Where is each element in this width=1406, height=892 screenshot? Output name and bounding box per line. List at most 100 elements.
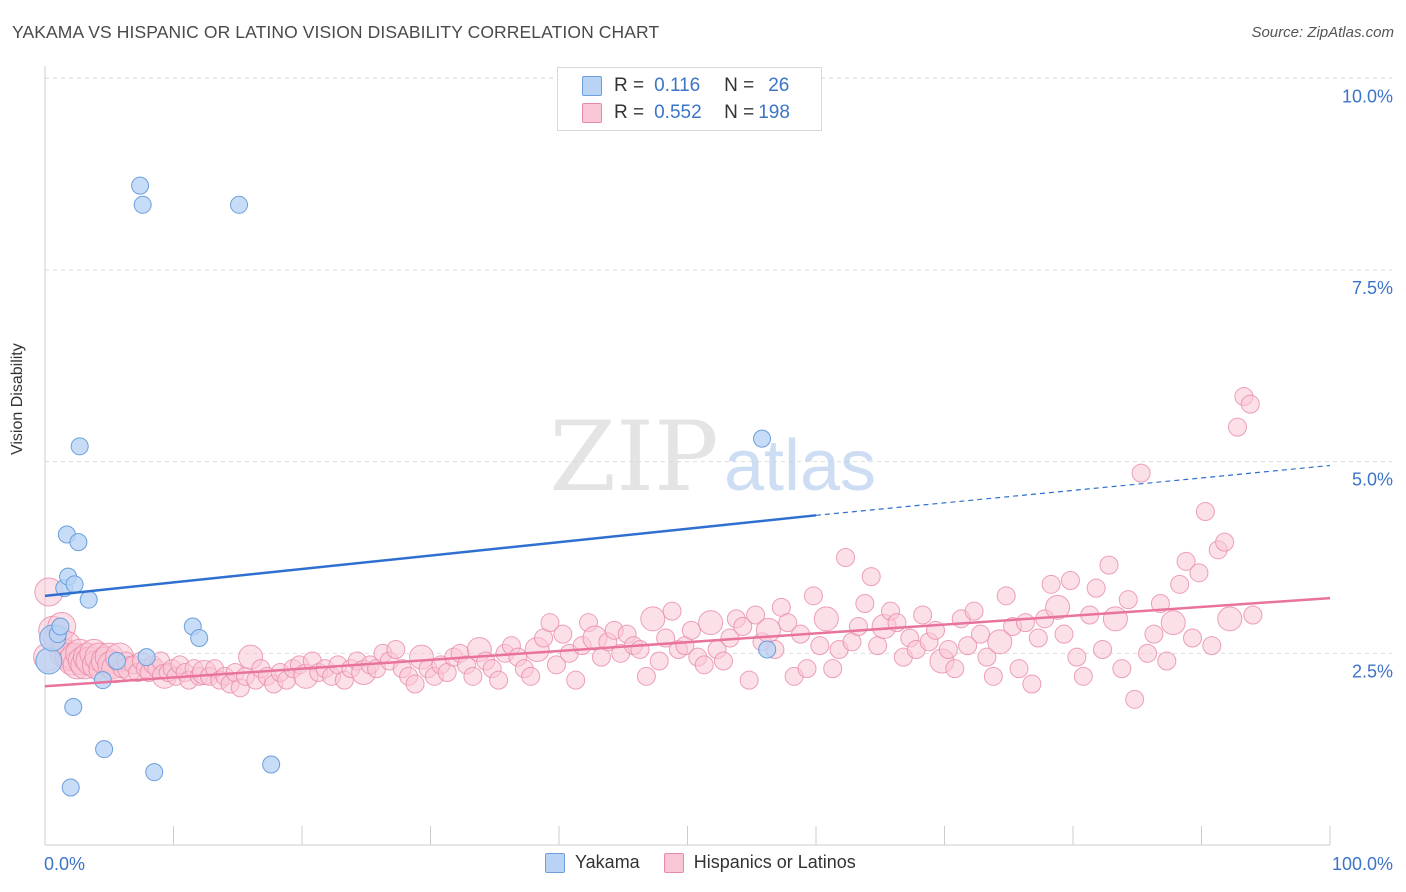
hispanic-point (640, 606, 666, 632)
y-axis-label: Vision Disability (9, 343, 26, 455)
hispanic-point (489, 670, 509, 690)
hispanic-point (1176, 551, 1196, 571)
yakama-r-value: 0.116 (654, 75, 701, 96)
hispanic-r-value: 0.552 (654, 102, 702, 123)
hispanic-point (698, 610, 724, 636)
y-tick-label: 7.5% (1352, 278, 1393, 298)
yakama-point (133, 195, 152, 214)
hispanic-point (662, 601, 682, 621)
hispanic-point (1157, 651, 1177, 671)
hispanic-point (1093, 639, 1113, 659)
hispanic-point (836, 547, 856, 567)
hispanic-point (1170, 574, 1190, 594)
hispanic-point (964, 601, 984, 621)
hispanic-point (1102, 606, 1128, 632)
yakama-point (95, 740, 114, 759)
yakama-point (131, 176, 150, 195)
hispanic-point (938, 639, 958, 659)
hispanic-point (1015, 613, 1035, 633)
watermark-zip: ZIP (549, 401, 718, 513)
hispanic-point (1067, 647, 1087, 667)
hispanic-point (1195, 501, 1215, 521)
yakama-swatch (582, 76, 602, 96)
hispanic-point (1243, 605, 1263, 625)
hispanic-point (1227, 417, 1247, 437)
hispanic-point (983, 666, 1003, 686)
hispanic-point (521, 666, 541, 686)
hispanic-point (540, 613, 560, 633)
hispanic-point (553, 624, 573, 644)
hispanic-point (386, 639, 406, 659)
hispanic-point (797, 659, 817, 679)
legend-label-hispanic: Hispanics or Latinos (693, 852, 856, 872)
yakama-point (79, 590, 98, 609)
legend-row-hispanic: R = 0.552 N = 198 (582, 100, 790, 126)
hispanic-point (566, 670, 586, 690)
n-label: N = (724, 102, 755, 123)
hispanic-point (733, 616, 753, 636)
hispanic-point (755, 617, 781, 643)
yakama-point (61, 778, 80, 797)
hispanic-point (1086, 578, 1106, 598)
hispanic-point (1054, 624, 1074, 644)
r-label: R = (614, 75, 645, 96)
watermark: ZIP atlas (549, 401, 876, 513)
yakama-point (64, 697, 83, 716)
legend-item-hispanic: Hispanics or Latinos (663, 852, 856, 873)
yakama-point (230, 195, 249, 214)
correlation-legend: R = 0.116 N = 26 R = 0.552 N = 198 (557, 67, 822, 131)
hispanic-point (1118, 590, 1138, 610)
y-tick-label: 10.0% (1342, 86, 1393, 106)
hispanic-point (803, 586, 823, 606)
hispanic-point (1217, 606, 1243, 632)
x-tick-label: 0.0% (44, 854, 85, 874)
yakama-n-value: 26 (768, 75, 790, 96)
hispanic-point (1125, 689, 1145, 709)
hispanic-point (681, 620, 701, 640)
hispanic-point (1138, 643, 1158, 663)
hispanic-point (1202, 636, 1222, 656)
yakama-point (35, 647, 63, 675)
yakama-points (35, 176, 777, 797)
hispanic-point (636, 666, 656, 686)
legend-row-yakama: R = 0.116 N = 26 (582, 73, 789, 99)
hispanic-point (1009, 659, 1029, 679)
hispanic-point (945, 659, 965, 679)
yakama-point (262, 755, 281, 774)
hispanic-point (649, 651, 669, 671)
hispanic-point (1144, 624, 1164, 644)
yakama-point (70, 437, 89, 456)
hispanic-point (987, 629, 1013, 655)
hispanic-point (823, 659, 843, 679)
hispanic-point (996, 586, 1016, 606)
watermark-atlas: atlas (724, 426, 876, 506)
yakama-point (758, 640, 777, 659)
hispanic-point (1112, 659, 1132, 679)
hispanic-point (630, 639, 650, 659)
yakama-point (145, 763, 164, 782)
yakama-point (107, 651, 126, 670)
x-tick-label: 100.0% (1332, 854, 1393, 874)
yakama-point (137, 648, 156, 667)
hispanic-n-value: 198 (758, 102, 790, 123)
hispanic-point (861, 567, 881, 587)
hispanic-point (546, 655, 566, 675)
hispanic-point (1099, 555, 1119, 575)
yakama-trend-line (44, 514, 817, 598)
hispanic-point (1215, 532, 1235, 552)
hispanic-point (778, 613, 798, 633)
trend-lines (44, 464, 1331, 688)
hispanic-swatch (663, 852, 684, 873)
y-tick-label: 2.5% (1352, 661, 1393, 681)
hispanic-trend-line (44, 596, 1331, 688)
hispanic-point (868, 636, 888, 656)
hispanic-point (977, 647, 997, 667)
series-legend: Yakama Hispanics or Latinos (545, 852, 880, 873)
yakama-swatch (545, 852, 565, 873)
yakama-trend-extension (815, 464, 1331, 516)
chart-title: YAKAMA VS HISPANIC OR LATINO VISION DISA… (12, 22, 660, 42)
yakama-point (69, 533, 88, 552)
hispanic-point (463, 666, 483, 686)
hispanic-point (1240, 394, 1260, 414)
